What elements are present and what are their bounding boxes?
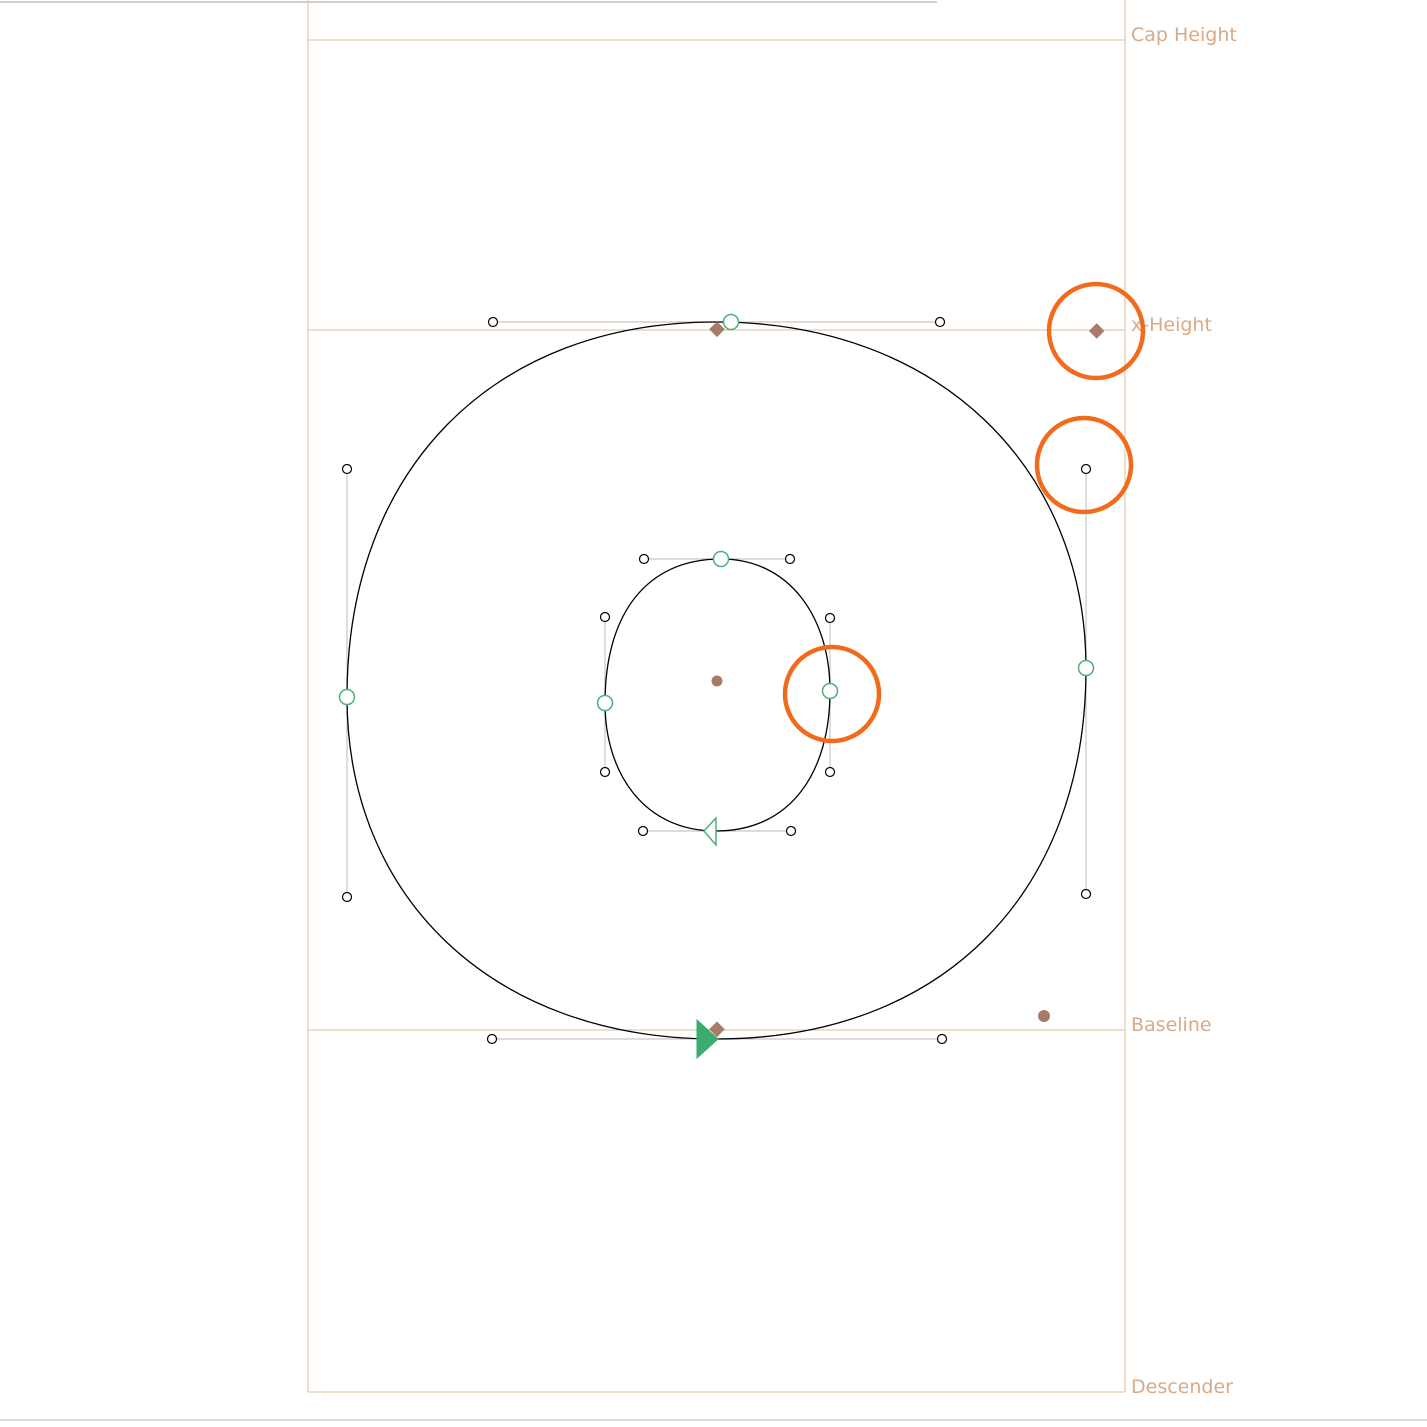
anchor-diamond-icon[interactable] <box>709 321 725 338</box>
baseline-label: Baseline <box>1131 1014 1212 1036</box>
off-curve-point[interactable] <box>638 553 650 565</box>
highlight-annotations <box>782 281 1146 744</box>
anchor-diamond-icon[interactable] <box>1088 323 1105 339</box>
outer-contour[interactable] <box>346 321 1087 1040</box>
off-curve-point[interactable] <box>1080 888 1092 900</box>
descender-label: Descender <box>1131 1376 1233 1398</box>
on-curve-point[interactable] <box>722 313 740 331</box>
on-curve-point[interactable] <box>712 550 730 568</box>
on-curve-point[interactable] <box>1077 659 1095 677</box>
inner-start-point-icon[interactable] <box>702 816 717 848</box>
outer-start-point-icon[interactable] <box>696 1018 719 1060</box>
metrics-frame <box>307 0 1126 1393</box>
anchor-dot-icon[interactable] <box>711 675 723 687</box>
on-curve-point[interactable] <box>596 694 614 712</box>
x-height-label: x-Height <box>1131 314 1212 336</box>
off-curve-point[interactable] <box>486 1033 498 1045</box>
off-curve-point[interactable] <box>936 1033 948 1045</box>
off-curve-point[interactable] <box>1080 463 1092 475</box>
anchor-diamond-icon[interactable] <box>709 1021 725 1038</box>
highlight-circle <box>1034 415 1134 515</box>
off-curve-point[interactable] <box>599 766 611 778</box>
highlight-circle <box>782 644 882 744</box>
cap-height-label: Cap Height <box>1131 24 1237 46</box>
off-curve-point[interactable] <box>487 316 499 328</box>
off-curve-point[interactable] <box>637 825 649 837</box>
on-curve-points[interactable] <box>338 313 1095 712</box>
anchors[interactable] <box>709 321 1105 1038</box>
off-curve-point[interactable] <box>341 463 353 475</box>
off-curve-point[interactable] <box>341 891 353 903</box>
off-curve-point[interactable] <box>824 766 836 778</box>
off-curve-point[interactable] <box>784 553 796 565</box>
inner-contour[interactable] <box>604 558 831 832</box>
off-curve-points[interactable] <box>341 316 1092 1045</box>
off-curve-point[interactable] <box>934 316 946 328</box>
highlight-circle <box>1046 281 1146 381</box>
off-curve-point[interactable] <box>785 825 797 837</box>
on-curve-point[interactable] <box>821 682 839 700</box>
off-curve-point[interactable] <box>824 612 836 624</box>
on-curve-point[interactable] <box>338 688 356 706</box>
anchor-dot-icon[interactable] <box>1038 1010 1050 1022</box>
off-curve-point[interactable] <box>599 611 611 623</box>
